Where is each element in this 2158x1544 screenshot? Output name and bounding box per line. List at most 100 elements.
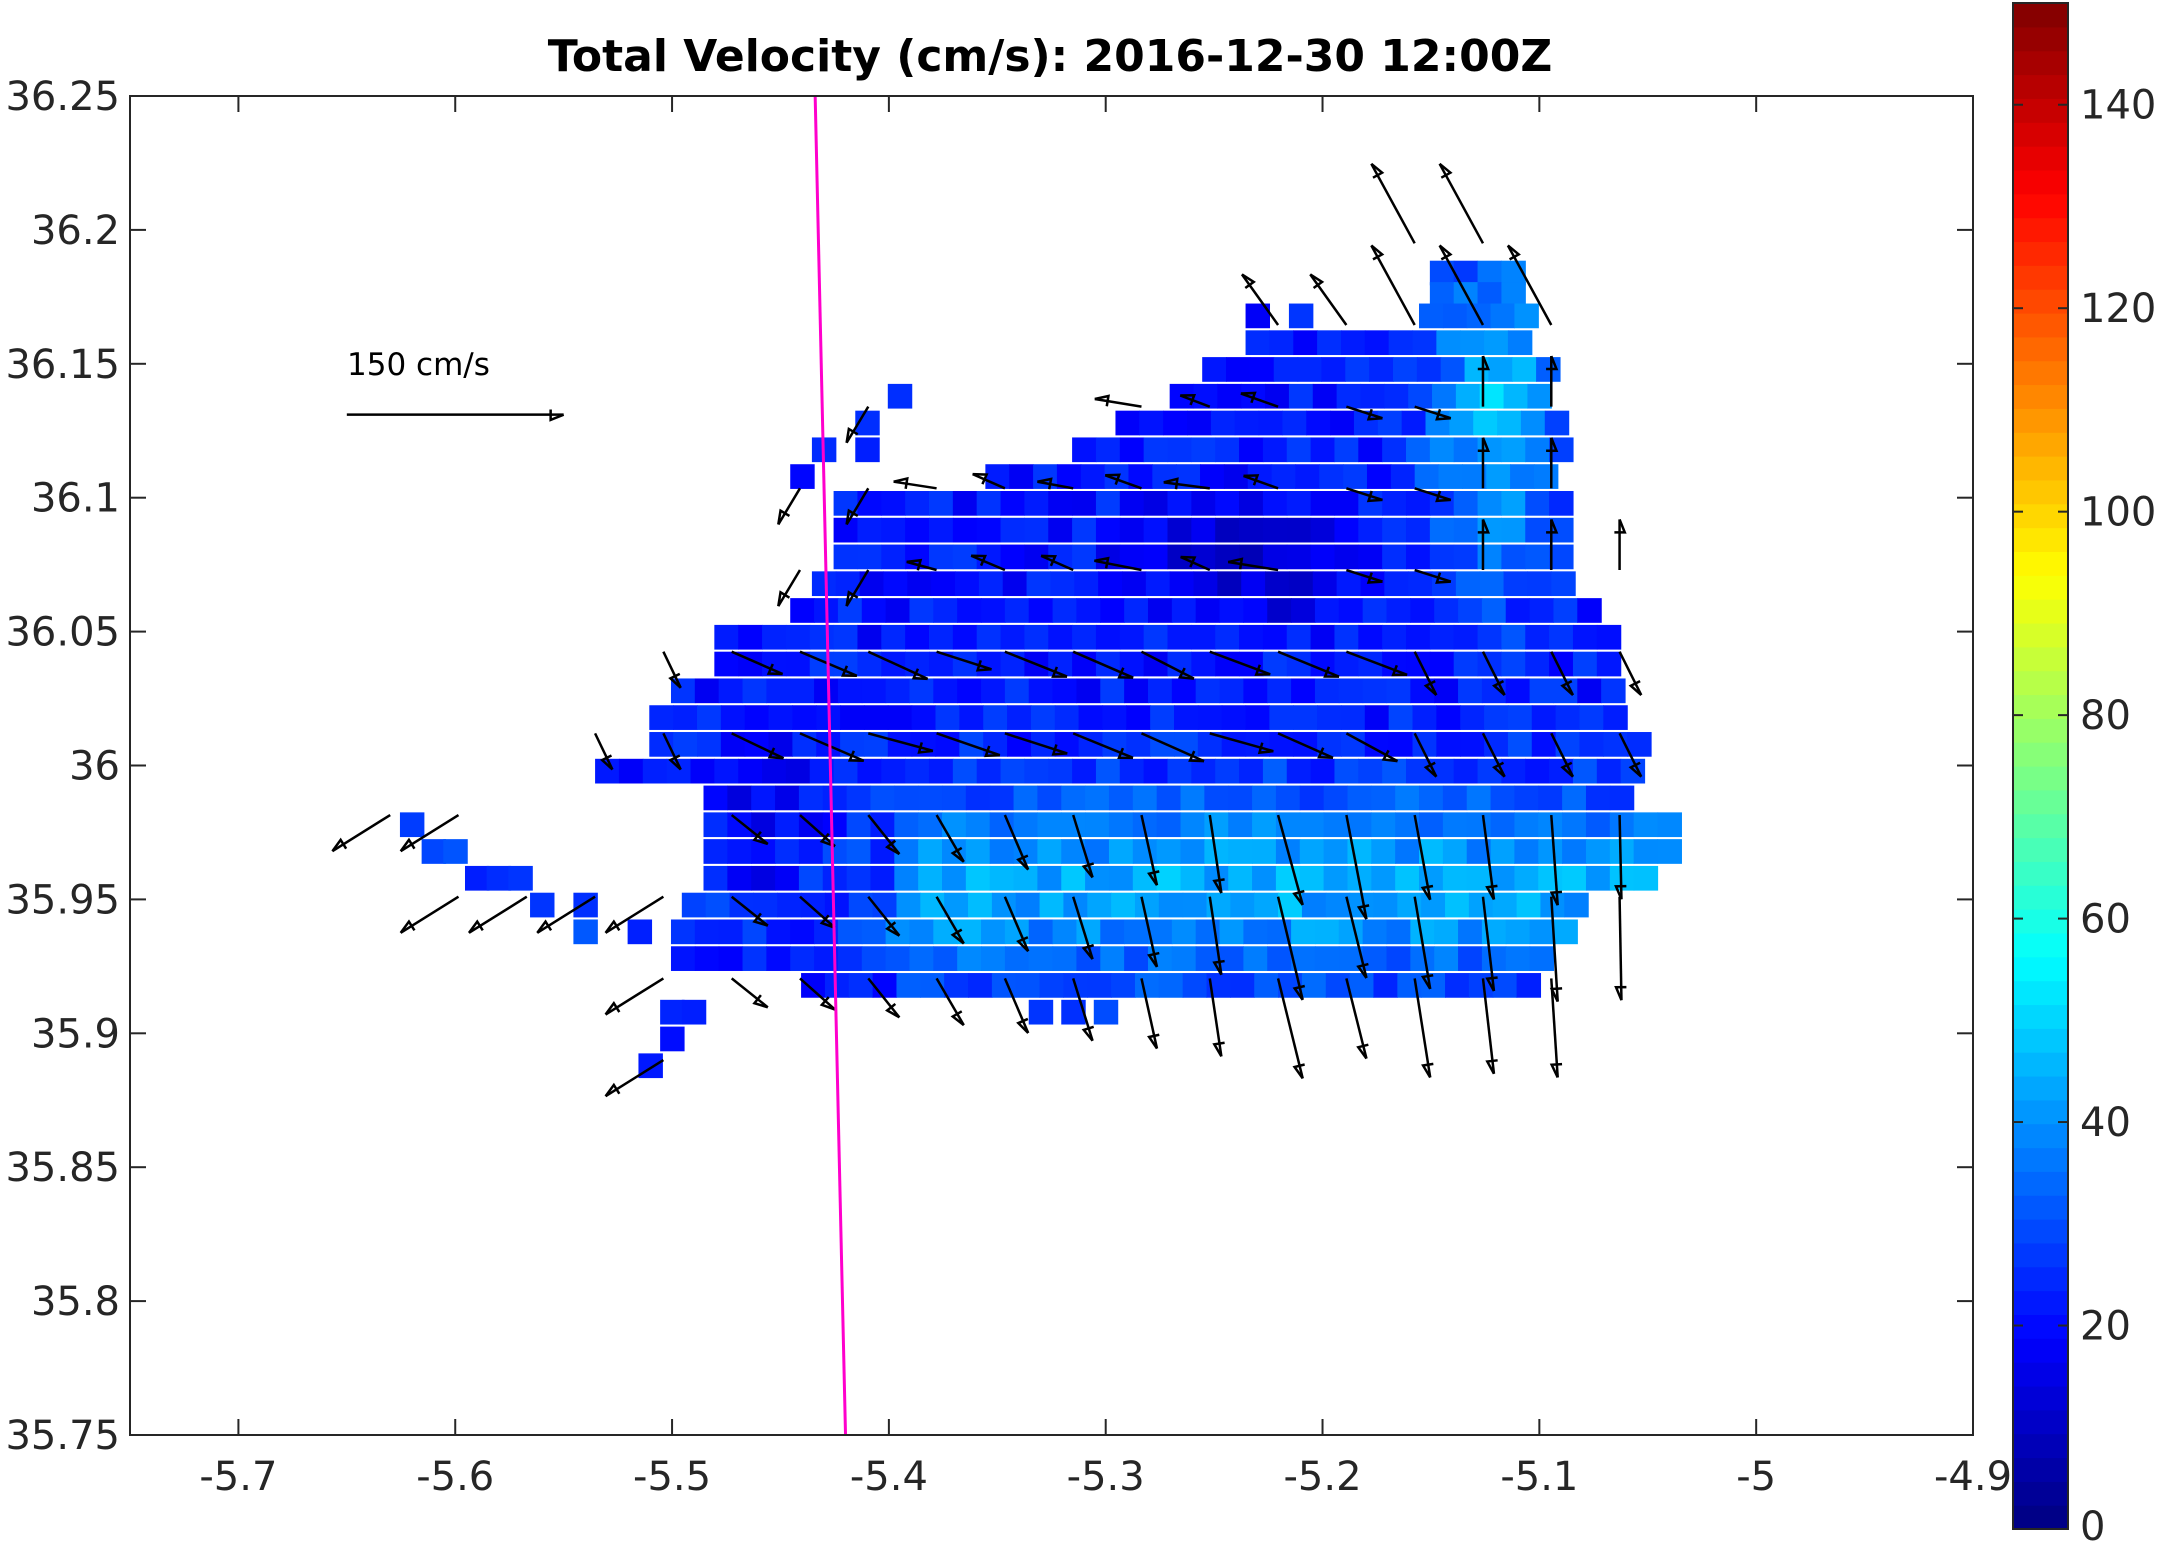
heat-cell (822, 785, 848, 811)
velocity-arrow (1506, 244, 1553, 326)
heat-cell (1520, 410, 1546, 436)
heat-cell (1572, 624, 1598, 650)
heat-cell (1490, 785, 1516, 811)
colorbar-segment (2013, 1314, 2068, 1339)
heat-cell (1429, 517, 1455, 543)
heat-cell (870, 865, 895, 891)
heat-cell (928, 758, 954, 784)
velocity-arrow (1037, 477, 1074, 490)
colorbar-segment (2013, 1290, 2068, 1316)
heat-cell (1429, 437, 1455, 463)
colorbar-segment (2013, 1242, 2068, 1268)
heat-cell (1245, 330, 1271, 356)
heat-cell (1323, 839, 1349, 864)
colorbar-segment (2013, 956, 2068, 982)
heat-cell (1221, 732, 1247, 757)
heat-cell (1310, 517, 1336, 543)
velocity-arrow (399, 813, 460, 853)
colorbar-segment (2013, 479, 2068, 505)
velocity-arrow (1163, 477, 1210, 490)
heat-cell (1553, 598, 1578, 623)
heat-cell (1286, 437, 1312, 463)
heat-cell (942, 785, 967, 811)
heat-cell (857, 544, 882, 570)
velocity-arrow (1345, 814, 1370, 920)
heat-cell (1601, 678, 1626, 704)
heat-cell (1286, 491, 1312, 516)
heat-cell (1490, 812, 1516, 838)
heat-cell (1048, 624, 1073, 650)
velocity-arrow (1345, 487, 1383, 503)
heat-cell (1507, 330, 1533, 356)
heat-cell (1191, 437, 1216, 463)
heat-cell (660, 999, 685, 1025)
heat-cell (1191, 624, 1216, 650)
colorbar-segment (2013, 1075, 2068, 1101)
heat-cell (1119, 517, 1145, 543)
y-tick-label: 35.8 (31, 1279, 120, 1325)
heat-cell (1349, 973, 1375, 998)
heat-cell (1139, 410, 1164, 436)
heat-cell (1052, 598, 1078, 623)
heat-cell (1514, 303, 1539, 329)
heat-cell (1419, 303, 1444, 329)
heat-cell (673, 732, 698, 757)
heat-cell (742, 946, 767, 971)
heat-cell (690, 758, 715, 784)
heat-cell (957, 946, 982, 971)
heat-cell (1323, 865, 1349, 891)
heat-cell (595, 758, 620, 784)
heat-cell (840, 705, 865, 730)
heat-cell (1056, 464, 1082, 489)
heat-cell (1239, 517, 1264, 543)
heat-cell (1416, 357, 1442, 382)
colorbar-tick-label: 140 (2080, 83, 2156, 129)
heat-cell (673, 705, 698, 730)
heat-cell (727, 785, 752, 811)
heat-cell (905, 517, 930, 543)
heat-cell (618, 758, 644, 784)
heat-cell (824, 973, 850, 998)
heat-cell (1076, 598, 1101, 623)
heat-cell (785, 651, 811, 677)
velocity-arrow (893, 476, 937, 490)
heat-cell (837, 678, 863, 704)
heat-cell (857, 517, 882, 543)
colorbar: 0 20 40 60 80 100 120 140 (2012, 2, 2156, 1544)
colorbar-segment (2013, 384, 2068, 409)
heat-cell (1254, 973, 1279, 998)
heat-cell (1468, 892, 1494, 918)
velocity-arrow (1072, 732, 1134, 760)
heat-cell (1243, 598, 1268, 623)
heat-cell (1505, 919, 1531, 945)
heat-cell (1603, 705, 1628, 730)
heat-cell (1392, 357, 1418, 382)
heat-cell (486, 865, 512, 891)
heat-cell (1371, 839, 1396, 864)
heat-cell (1382, 544, 1407, 570)
velocity-arrow (1071, 814, 1095, 879)
heat-cell (762, 651, 787, 677)
colorbar-segment (2013, 813, 2068, 839)
heat-cell (1579, 705, 1604, 730)
colorbar-tick-label: 60 (2080, 897, 2131, 943)
y-tick-label: 35.95 (5, 877, 120, 923)
heat-cell (1000, 491, 1025, 516)
heat-cell (1076, 678, 1101, 704)
heat-cell (976, 624, 1002, 650)
heat-cell (1258, 410, 1284, 436)
heat-cell (1286, 517, 1312, 543)
heat-cell (681, 999, 707, 1025)
velocity-vectors (331, 162, 1643, 1098)
heat-cell (1453, 758, 1479, 784)
velocity-arrow (1140, 814, 1160, 886)
heat-cell (1434, 919, 1459, 945)
velocity-arrow (845, 406, 870, 444)
velocity-arrow (1549, 896, 1563, 1003)
heat-cell (1245, 705, 1271, 730)
heat-cell (846, 865, 872, 891)
heat-cell (1501, 651, 1526, 677)
heat-cell (1039, 973, 1065, 998)
heat-cell (1230, 973, 1255, 998)
